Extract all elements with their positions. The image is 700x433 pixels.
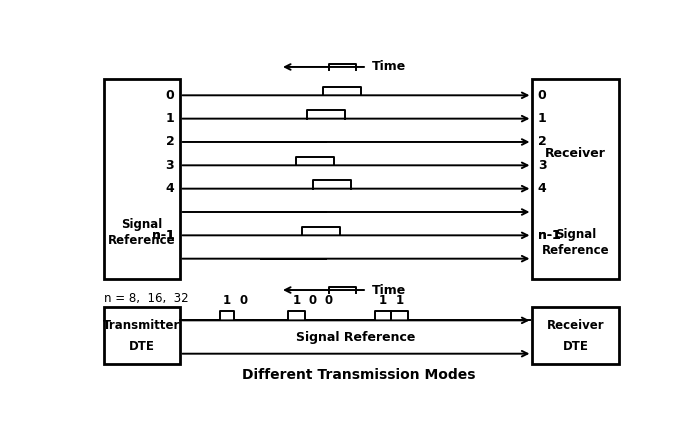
Text: 1: 1 <box>379 294 387 307</box>
Text: 1: 1 <box>538 112 547 125</box>
Text: 3: 3 <box>538 159 547 172</box>
Text: 2: 2 <box>166 136 174 149</box>
Text: Signal Reference: Signal Reference <box>296 330 416 343</box>
Text: 1: 1 <box>223 294 231 307</box>
Text: Receiver: Receiver <box>545 147 606 160</box>
Text: 4: 4 <box>166 182 174 195</box>
Text: Time: Time <box>372 61 407 74</box>
Text: Receiver: Receiver <box>547 319 605 332</box>
Text: n-1: n-1 <box>538 229 561 242</box>
Text: Signal
Reference: Signal Reference <box>542 227 610 256</box>
FancyBboxPatch shape <box>104 307 180 364</box>
Text: 0: 0 <box>325 294 333 307</box>
Text: 0: 0 <box>538 89 547 102</box>
Text: 0: 0 <box>166 89 174 102</box>
Text: DTE: DTE <box>563 340 589 353</box>
Text: Time: Time <box>372 284 407 297</box>
Text: 1: 1 <box>166 112 174 125</box>
Text: n = 8,  16,  32: n = 8, 16, 32 <box>104 292 188 305</box>
FancyBboxPatch shape <box>104 79 180 279</box>
Text: 0: 0 <box>309 294 316 307</box>
Text: 1: 1 <box>395 294 403 307</box>
Text: 1: 1 <box>293 294 300 307</box>
Text: 0: 0 <box>239 294 248 307</box>
Text: n-1: n-1 <box>538 229 561 242</box>
FancyBboxPatch shape <box>532 79 619 279</box>
Text: n-1: n-1 <box>152 229 174 242</box>
Text: Different Transmission Modes: Different Transmission Modes <box>242 368 475 382</box>
Text: 2: 2 <box>538 136 547 149</box>
Text: DTE: DTE <box>129 340 155 353</box>
FancyBboxPatch shape <box>532 307 619 364</box>
Text: 3: 3 <box>166 159 174 172</box>
Text: Signal
Reference: Signal Reference <box>108 217 176 246</box>
Text: 4: 4 <box>538 182 547 195</box>
Text: n-1: n-1 <box>152 229 174 242</box>
Text: Transmitter: Transmitter <box>103 319 181 332</box>
